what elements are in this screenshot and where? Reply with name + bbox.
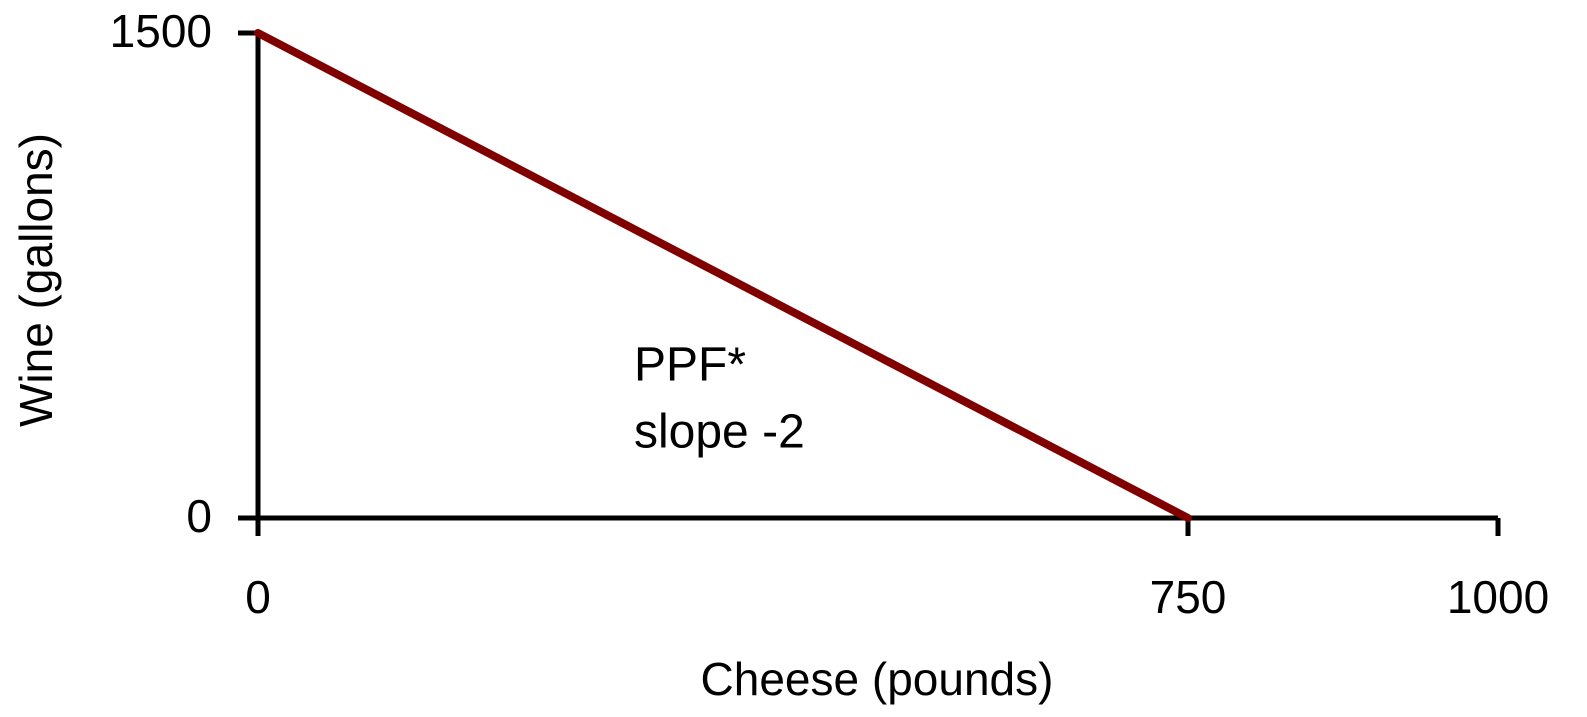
annotation: slope -2: [634, 406, 805, 459]
x-tick-label: 0: [245, 571, 271, 623]
ppf-line: [254, 29, 1192, 522]
x-axis-label: Cheese (pounds): [701, 653, 1054, 705]
y-tick-label: 1500: [110, 5, 212, 57]
y-axis-label: Wine (gallons): [10, 133, 62, 427]
annotation: PPF*: [634, 339, 746, 392]
x-tick-label: 750: [1150, 571, 1227, 623]
x-tick-label: 1000: [1447, 571, 1549, 623]
y-tick-label: 0: [186, 490, 212, 542]
